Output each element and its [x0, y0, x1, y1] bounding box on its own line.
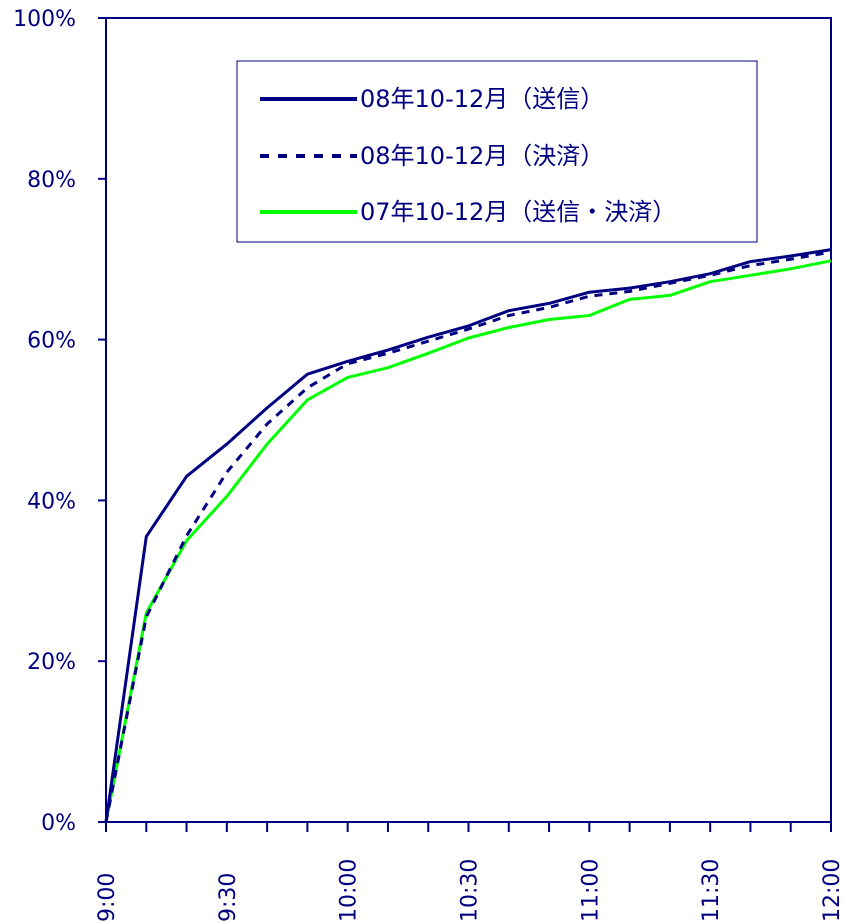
x-tick-label: 11:30	[699, 859, 724, 922]
x-axis: 9:00 9:30 10:00 10:30 11:00 11:30 12:00	[95, 822, 844, 922]
legend-label-series-3: 07年10-12月（送信・決済）	[360, 198, 676, 226]
series-lines	[104, 248, 832, 823]
legend-label-series-1: 08年10-12月（送信）	[360, 85, 604, 113]
series-line-1	[104, 248, 832, 823]
x-tick-label: 12:00	[820, 859, 844, 922]
x-tick-label: 9:30	[216, 873, 241, 922]
x-tick-label: 10:00	[337, 859, 362, 922]
x-tick-label: 11:00	[578, 859, 603, 922]
y-tick-label: 40%	[27, 489, 76, 514]
y-tick-label: 20%	[27, 650, 76, 675]
series-line-2	[104, 250, 832, 823]
y-tick-label: 0%	[41, 811, 76, 836]
x-tick-label: 10:30	[458, 859, 483, 922]
x-tick-label: 9:00	[95, 873, 120, 922]
y-tick-label: 80%	[27, 168, 76, 193]
legend: 08年10-12月（送信） 08年10-12月（決済） 07年10-12月（送信…	[236, 60, 758, 243]
y-tick-label: 100%	[13, 7, 76, 32]
legend-label-series-2: 08年10-12月（決済）	[360, 142, 604, 170]
series-line-3	[104, 259, 832, 823]
y-axis: 0% 20% 40% 60% 80% 100%	[13, 7, 106, 836]
y-tick-label: 60%	[27, 329, 76, 354]
